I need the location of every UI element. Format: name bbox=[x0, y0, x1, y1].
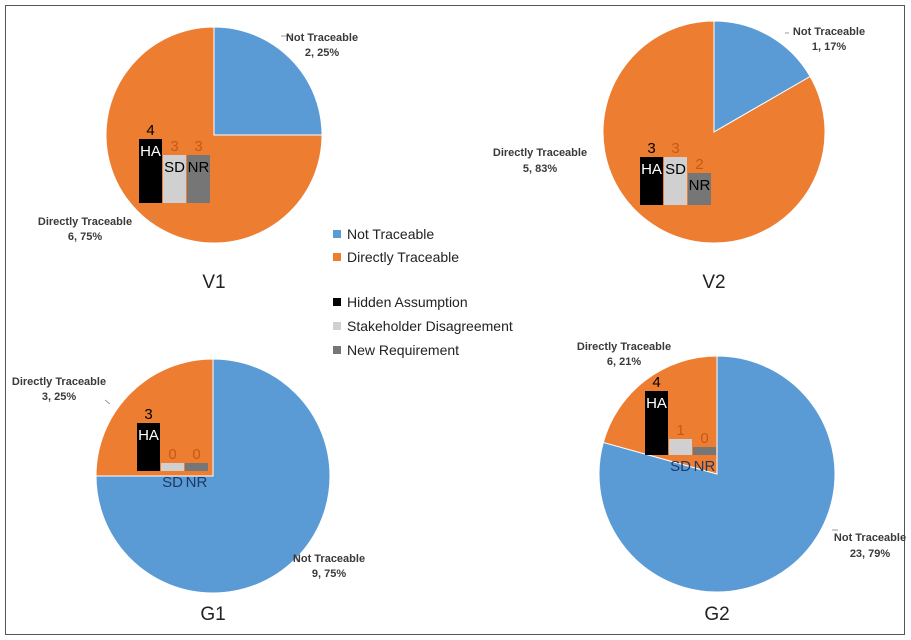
chart-title: G2 bbox=[704, 604, 729, 625]
bar-sd bbox=[161, 463, 184, 471]
bar-label-sd: SD bbox=[665, 161, 686, 178]
bar-ha bbox=[645, 391, 668, 455]
legend-swatch-directly-traceable bbox=[333, 253, 341, 261]
bar-sd bbox=[664, 157, 687, 205]
slice-not-traceable bbox=[213, 26, 323, 136]
legend-label-directly-traceable: Directly Traceable bbox=[347, 249, 459, 265]
bar-value-nr: 3 bbox=[194, 138, 202, 155]
data-label-not-traceable-name: Not Traceable bbox=[293, 553, 365, 565]
chart-title: V1 bbox=[202, 272, 225, 293]
bar-value-ha: 4 bbox=[146, 122, 154, 139]
bar-value-nr: 2 bbox=[695, 156, 703, 173]
pie-chart-g2: Not Traceable 23, 79% Directly Traceable 6,… bbox=[577, 341, 906, 625]
data-label-directly-traceable-value: 6, 75% bbox=[68, 231, 102, 243]
legend-label-hidden-assumption: Hidden Assumption bbox=[347, 294, 468, 310]
bar-nr bbox=[187, 155, 210, 203]
data-label-not-traceable-name: Not Traceable bbox=[286, 32, 358, 44]
slice-not-traceable bbox=[713, 20, 811, 133]
bar-value-sd: 1 bbox=[676, 422, 684, 439]
data-label-directly-traceable-name: Directly Traceable bbox=[577, 341, 671, 353]
bar-value-sd: 0 bbox=[168, 446, 176, 463]
legend: Not Traceable Directly Traceable Hidden … bbox=[333, 226, 513, 358]
bar-label-nr: NR bbox=[188, 159, 210, 176]
pie-chart-v2: Not Traceable 1, 17% Directly Traceable 5, … bbox=[493, 20, 865, 293]
data-label-directly-traceable-leader bbox=[149, 216, 156, 223]
bar-sd bbox=[669, 439, 692, 455]
bar-value-ha: 4 bbox=[652, 374, 660, 391]
chart-title: V2 bbox=[702, 272, 725, 293]
bar-ha bbox=[139, 139, 162, 203]
data-label-directly-traceable-value: 6, 21% bbox=[607, 356, 641, 368]
data-label-not-traceable-name: Not Traceable bbox=[834, 532, 906, 544]
pie-chart-v1: Not Traceable 2, 25% Directly Traceable 6, … bbox=[38, 26, 358, 293]
legend-swatch-not-traceable bbox=[333, 230, 341, 238]
bar-label-ha: HA bbox=[140, 143, 161, 160]
bar-sd bbox=[163, 155, 186, 203]
bar-value-sd: 3 bbox=[671, 140, 679, 157]
bar-nr bbox=[693, 447, 716, 455]
bar-nr bbox=[688, 173, 711, 205]
data-label-directly-traceable-name: Directly Traceable bbox=[38, 216, 132, 228]
bar-label-sd: SD bbox=[162, 474, 183, 491]
bar-label-nr: NR bbox=[689, 177, 711, 194]
data-label-not-traceable-value: 1, 17% bbox=[812, 41, 846, 53]
data-label-directly-traceable-name: Directly Traceable bbox=[12, 376, 106, 388]
data-label-not-traceable-value: 23, 79% bbox=[850, 548, 891, 560]
bar-value-sd: 3 bbox=[170, 138, 178, 155]
chart-title: G1 bbox=[200, 604, 225, 625]
bar-label-nr: NR bbox=[186, 474, 208, 491]
data-label-directly-traceable-name: Directly Traceable bbox=[493, 147, 587, 159]
bar-value-ha: 3 bbox=[144, 406, 152, 423]
bar-ha bbox=[137, 423, 160, 471]
legend-swatch-hidden-assumption bbox=[333, 298, 341, 306]
bar-label-ha: HA bbox=[646, 395, 667, 412]
data-label-directly-traceable-value: 5, 83% bbox=[523, 163, 557, 175]
legend-swatch-stakeholder-disagreement bbox=[333, 322, 341, 330]
bar-value-ha: 3 bbox=[647, 140, 655, 157]
data-label-not-traceable-leader bbox=[293, 554, 299, 563]
slice-directly-traceable bbox=[95, 358, 214, 477]
pie-chart-g1: Not Traceable 9, 75% Directly Traceable 3, … bbox=[12, 358, 365, 625]
legend-label-new-requirement: New Requirement bbox=[347, 342, 459, 358]
bar-ha bbox=[640, 157, 663, 205]
bar-nr bbox=[185, 463, 208, 471]
legend-label-stakeholder-disagreement: Stakeholder Disagreement bbox=[347, 318, 513, 334]
data-label-not-traceable-value: 2, 25% bbox=[305, 47, 339, 59]
data-label-not-traceable-name: Not Traceable bbox=[793, 26, 865, 38]
legend-swatch-new-requirement bbox=[333, 346, 341, 354]
data-label-directly-traceable-value: 3, 25% bbox=[42, 391, 76, 403]
legend-label-not-traceable: Not Traceable bbox=[347, 226, 434, 242]
bar-label-ha: HA bbox=[138, 427, 159, 444]
bar-value-nr: 0 bbox=[192, 446, 200, 463]
bar-label-sd: SD bbox=[164, 159, 185, 176]
bar-label-sd: SD bbox=[670, 458, 691, 475]
bar-label-ha: HA bbox=[641, 161, 662, 178]
data-label-not-traceable-value: 9, 75% bbox=[312, 568, 346, 580]
bar-label-nr: NR bbox=[694, 458, 716, 475]
bar-value-nr: 0 bbox=[700, 430, 708, 447]
data-label-directly-traceable-leader bbox=[104, 399, 111, 405]
